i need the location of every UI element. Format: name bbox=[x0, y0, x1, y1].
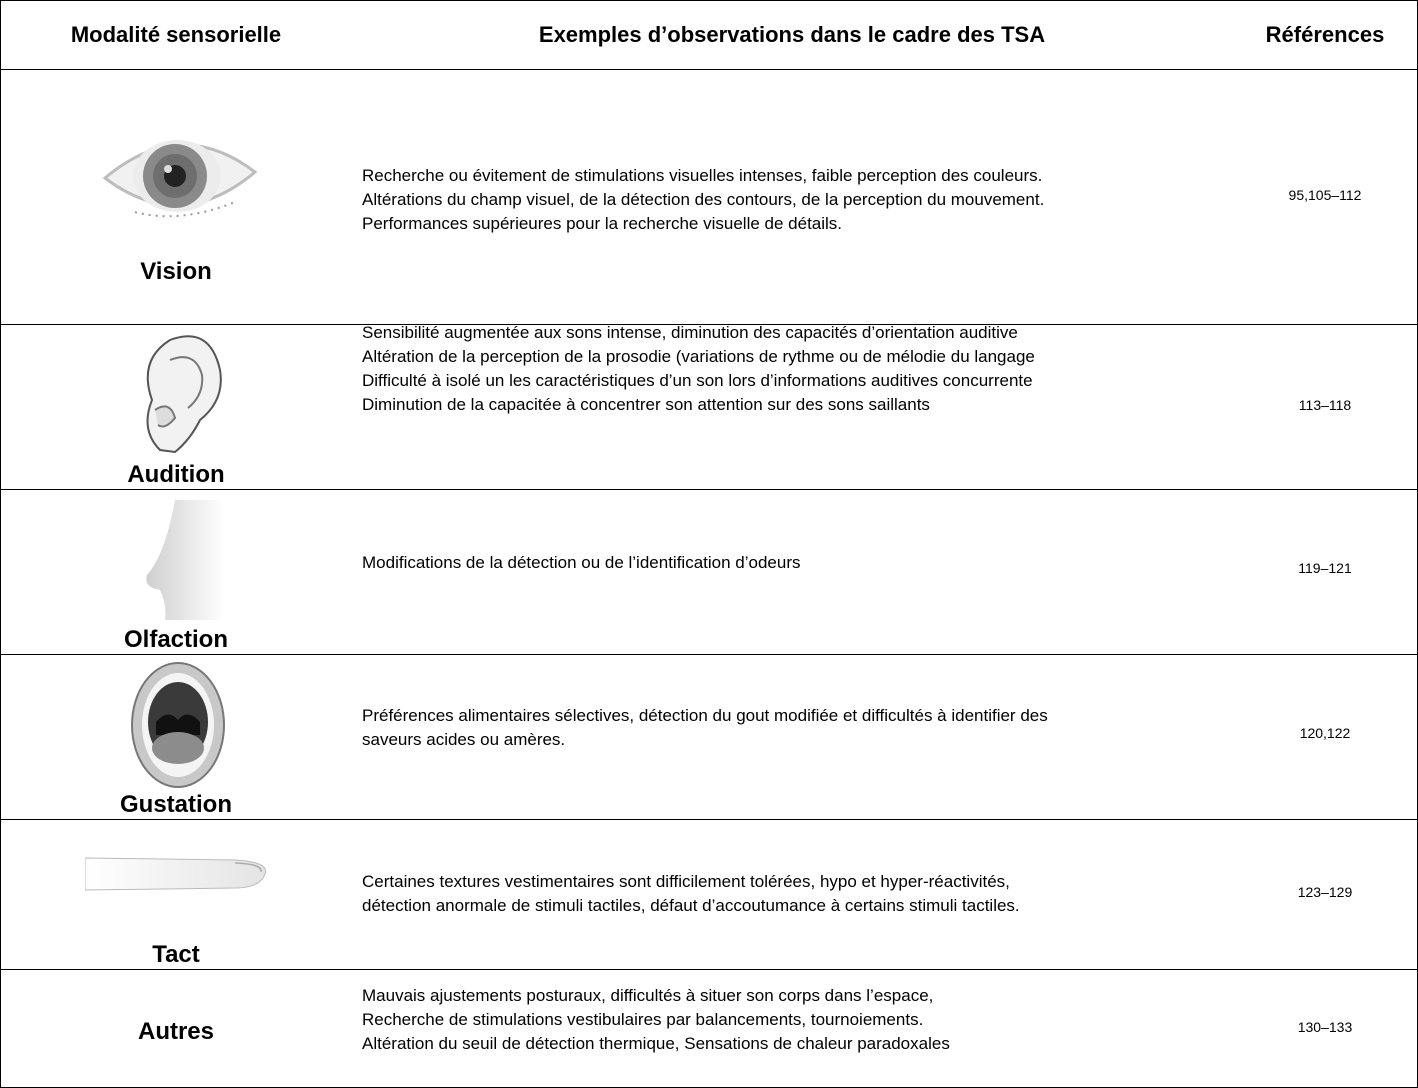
eye-icon bbox=[102, 140, 258, 218]
column-header: Exemples d’observations dans le cadre de… bbox=[538, 22, 1046, 47]
observation-line: détection anormale de stimuli tactiles, … bbox=[362, 896, 1020, 915]
modality-label: Olfaction bbox=[123, 626, 228, 653]
references: 130–133 bbox=[1297, 1019, 1353, 1035]
observation-line: Sensibilité augmentée aux sons intense, … bbox=[362, 323, 1018, 342]
ear-icon bbox=[146, 335, 222, 454]
finger-icon bbox=[85, 857, 267, 891]
row-divider bbox=[0, 819, 1418, 820]
row-divider bbox=[0, 489, 1418, 490]
observation-line: Altération du seuil de détection thermiq… bbox=[362, 1034, 950, 1053]
observations: Mauvais ajustements posturaux, difficult… bbox=[362, 984, 1222, 1056]
observation-line: Mauvais ajustements posturaux, difficult… bbox=[362, 986, 934, 1005]
observation-line: saveurs acides ou amères. bbox=[362, 730, 566, 749]
references: 123–129 bbox=[1297, 884, 1353, 900]
mouth-icon bbox=[131, 662, 225, 788]
observation-line: Modifications de la détection ou de l’id… bbox=[362, 553, 801, 572]
observations: Certaines textures vestimentaires sont d… bbox=[362, 870, 1222, 918]
modality-label: Gustation bbox=[120, 791, 232, 818]
modality-label: Tact bbox=[152, 941, 200, 968]
observation-line: Diminution de la capacitée à concentrer … bbox=[362, 395, 930, 414]
observation-line: Performances supérieures pour la recherc… bbox=[362, 214, 843, 233]
column-header: Modalité sensorielle bbox=[70, 22, 282, 47]
references: 120,122 bbox=[1299, 725, 1351, 741]
observation-line: Altération de la perception de la prosod… bbox=[362, 347, 1035, 366]
references: 119–121 bbox=[1298, 560, 1352, 576]
observations: Recherche ou évitement de stimulations v… bbox=[362, 164, 1222, 236]
observations: Sensibilité augmentée aux sons intense, … bbox=[362, 321, 1222, 417]
references: 113–118 bbox=[1298, 397, 1352, 413]
observation-line: Recherche de stimulations vestibulaires … bbox=[362, 1010, 924, 1029]
modality-label: Audition bbox=[127, 461, 225, 488]
observation-line: Préférences alimentaires sélectives, dét… bbox=[362, 706, 1048, 725]
observation-line: Difficulté à isolé un les caractéristiqu… bbox=[362, 371, 1033, 390]
observation-line: Altérations du champ visuel, de la détec… bbox=[362, 190, 1045, 209]
observations: Modifications de la détection ou de l’id… bbox=[362, 551, 1222, 575]
observations: Préférences alimentaires sélectives, dét… bbox=[362, 704, 1222, 752]
row-divider bbox=[0, 654, 1418, 655]
observation-line: Recherche ou évitement de stimulations v… bbox=[362, 166, 1043, 185]
column-header: Références bbox=[1265, 22, 1385, 47]
modality-label: Autres bbox=[137, 1018, 215, 1045]
modality-label: Vision bbox=[140, 258, 212, 285]
nose-icon bbox=[146, 500, 225, 620]
row-divider bbox=[0, 324, 1418, 325]
row-divider bbox=[0, 969, 1418, 970]
row-divider bbox=[0, 69, 1418, 70]
observation-line: Certaines textures vestimentaires sont d… bbox=[362, 872, 1010, 891]
references: 95,105–112 bbox=[1288, 187, 1362, 203]
